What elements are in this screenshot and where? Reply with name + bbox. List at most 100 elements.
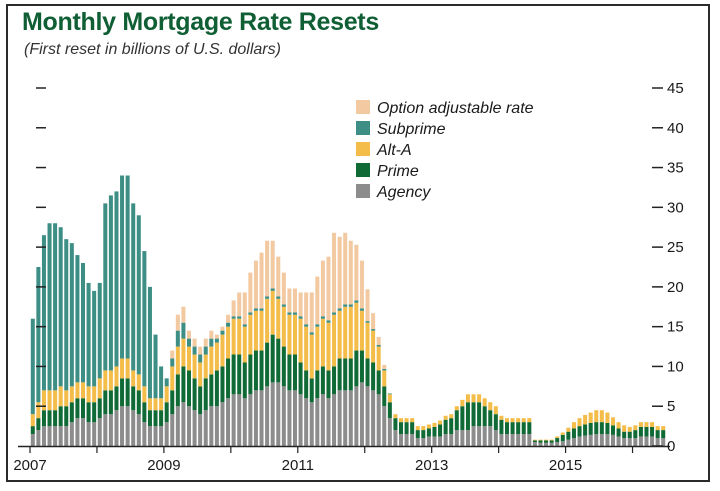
bar-segment xyxy=(175,314,180,331)
bar-segment xyxy=(538,442,543,446)
bar-segment xyxy=(432,422,437,427)
bar-segment xyxy=(315,324,320,327)
bar-segment xyxy=(371,362,376,391)
bar-segment xyxy=(661,438,666,446)
bar-segment xyxy=(226,358,231,399)
bar-segment xyxy=(198,386,203,415)
bar-segment xyxy=(281,386,286,446)
bar-segment xyxy=(265,342,270,387)
bar-segment xyxy=(192,338,197,347)
bar-segment xyxy=(638,426,643,437)
bar-segment xyxy=(103,390,108,415)
bar-segment xyxy=(337,236,342,309)
bar-segment xyxy=(493,414,498,431)
bar-segment xyxy=(108,195,113,371)
bar-segment xyxy=(237,394,242,446)
bar-segment xyxy=(387,393,392,395)
bar-segment xyxy=(292,390,298,446)
bar-segment xyxy=(53,390,58,411)
bar-segment xyxy=(114,366,119,387)
bar-segment xyxy=(142,422,147,446)
bar-segment xyxy=(343,304,348,307)
bar-segment xyxy=(521,418,526,423)
bar-segment xyxy=(471,394,476,403)
bar-segment xyxy=(36,430,41,446)
bar-segment xyxy=(415,430,420,439)
bar-segment xyxy=(326,322,331,371)
bar-segment xyxy=(97,418,102,446)
bar-segment xyxy=(147,286,152,399)
bar-segment xyxy=(220,330,225,335)
bar-segment xyxy=(398,418,404,423)
bar-segment xyxy=(147,410,152,427)
legend-swatch xyxy=(356,163,370,177)
bar-segment xyxy=(47,223,52,391)
bar-segment xyxy=(616,428,621,437)
bar-segment xyxy=(292,288,298,313)
bar-segment xyxy=(276,298,281,339)
bar-segment xyxy=(253,350,258,391)
bar-segment xyxy=(259,308,264,311)
bar-segment xyxy=(610,417,616,426)
bar-segment xyxy=(421,430,426,439)
bar-segment xyxy=(292,312,298,315)
bar-segment xyxy=(64,406,69,427)
bar-segment xyxy=(398,434,404,446)
bar-segment xyxy=(281,346,286,387)
bar-segment xyxy=(650,436,655,446)
bar-segment xyxy=(326,370,331,399)
bar-segment xyxy=(443,434,448,446)
bar-segment xyxy=(571,438,576,446)
bar-segment xyxy=(650,422,655,427)
bar-segment xyxy=(348,306,353,359)
legend-label: Alt-A xyxy=(376,142,412,159)
bar-segment xyxy=(237,354,242,395)
bar-segment xyxy=(376,346,381,371)
bar-segment xyxy=(214,370,219,407)
bar-segment xyxy=(376,337,381,345)
bar-segment xyxy=(309,332,314,335)
bar-segment xyxy=(443,415,448,420)
bar-segment xyxy=(382,364,387,369)
bar-segment xyxy=(544,439,549,441)
bar-segment xyxy=(516,422,521,435)
bar-segment xyxy=(170,358,175,367)
bar-segment xyxy=(47,410,52,427)
bar-segment xyxy=(465,402,470,431)
bar-segment xyxy=(159,398,164,411)
bar-segment xyxy=(147,398,152,411)
bar-segment xyxy=(80,263,86,383)
bar-segment xyxy=(58,406,63,427)
bar-segment xyxy=(343,306,348,359)
bar-segment xyxy=(192,410,197,446)
bar-segment xyxy=(449,434,454,446)
bar-segment xyxy=(309,402,314,446)
bar-segment xyxy=(610,434,616,446)
bar-segment xyxy=(382,386,387,407)
bar-segment xyxy=(404,422,409,435)
bar-segment xyxy=(265,296,270,299)
bar-segment xyxy=(320,366,325,395)
bar-segment xyxy=(125,378,130,407)
bar-segment xyxy=(214,406,219,446)
bar-segment xyxy=(80,398,86,419)
bar-segment xyxy=(605,422,610,435)
bar-segment xyxy=(382,406,387,446)
bar-segment xyxy=(237,318,242,355)
bar-segment xyxy=(242,362,247,399)
bar-segment xyxy=(521,422,526,435)
bar-segment xyxy=(175,374,180,407)
bar-segment xyxy=(627,431,632,439)
bar-segment xyxy=(594,410,599,423)
series-alt-a xyxy=(30,290,666,441)
bar-segment xyxy=(292,314,298,355)
bar-segment xyxy=(287,354,292,391)
bar-segment xyxy=(465,430,470,446)
bar-segment xyxy=(359,382,364,446)
bar-segment xyxy=(454,406,459,411)
bar-segment xyxy=(320,260,325,317)
bar-segment xyxy=(265,386,270,446)
bar-segment xyxy=(120,358,125,379)
bar-segment xyxy=(231,394,236,446)
bar-segment xyxy=(549,439,554,441)
